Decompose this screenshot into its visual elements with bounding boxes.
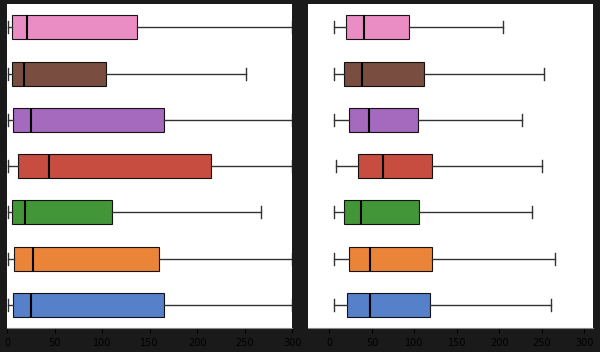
PathPatch shape (346, 15, 409, 39)
PathPatch shape (347, 293, 430, 317)
PathPatch shape (349, 247, 431, 271)
PathPatch shape (18, 154, 211, 178)
PathPatch shape (12, 15, 137, 39)
PathPatch shape (344, 200, 419, 225)
PathPatch shape (13, 108, 164, 132)
PathPatch shape (349, 108, 418, 132)
PathPatch shape (14, 247, 159, 271)
PathPatch shape (13, 293, 164, 317)
PathPatch shape (12, 200, 112, 225)
PathPatch shape (358, 154, 431, 178)
PathPatch shape (344, 62, 424, 86)
PathPatch shape (12, 62, 106, 86)
